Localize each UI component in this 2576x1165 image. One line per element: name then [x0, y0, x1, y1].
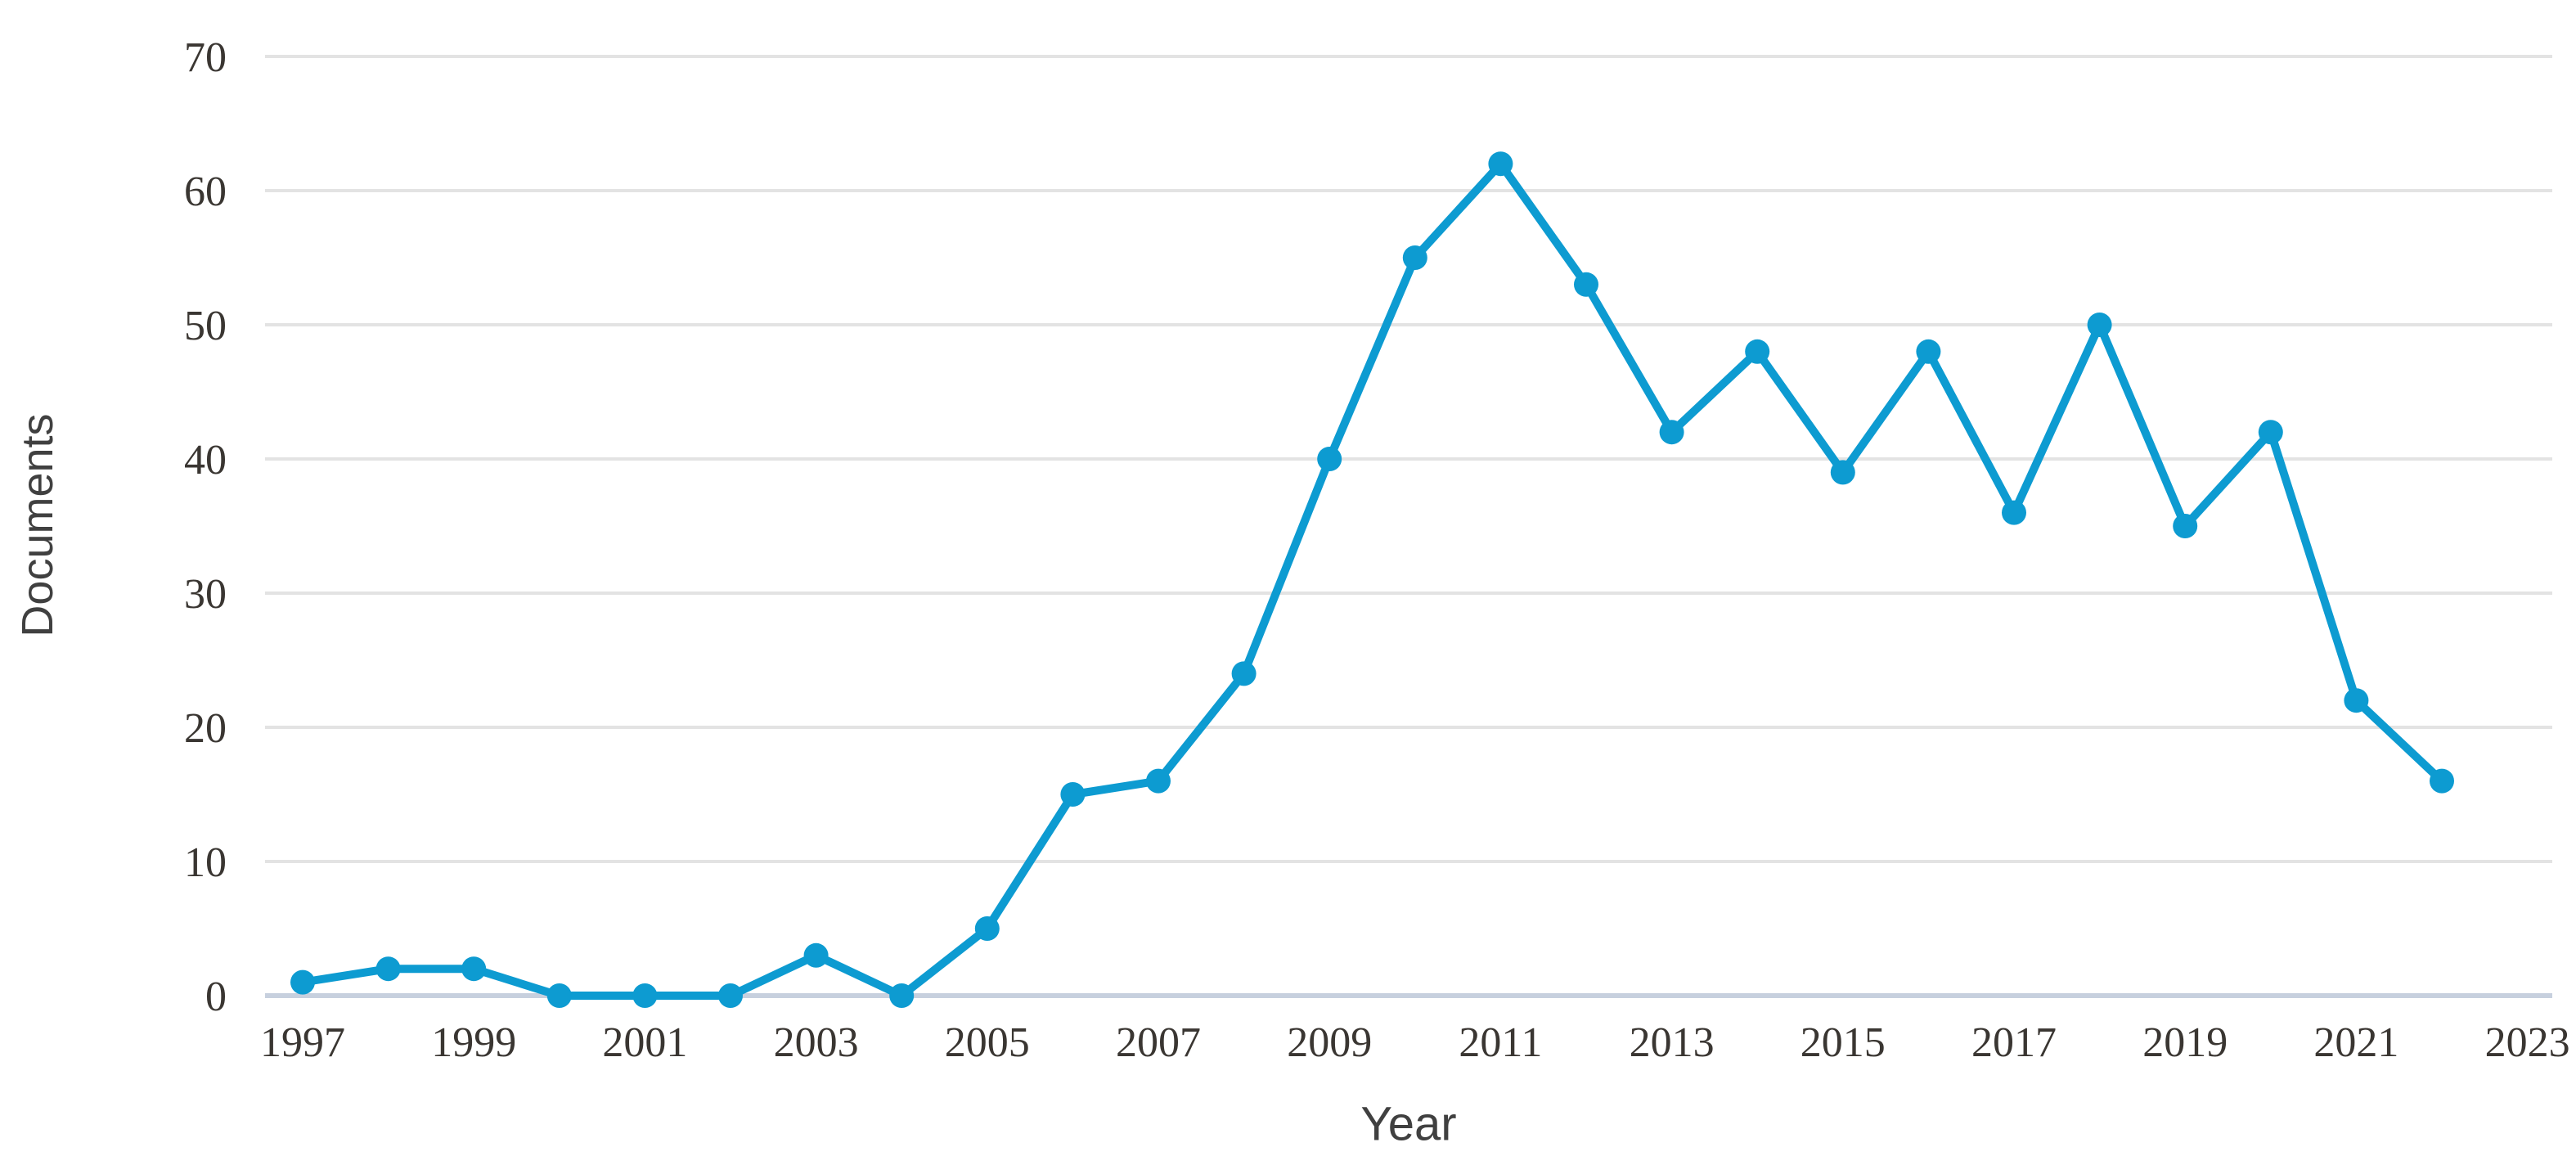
data-point-2000[interactable] [546, 983, 572, 1008]
data-point-1999[interactable] [461, 956, 487, 982]
y-tick-label-40: 40 [184, 437, 227, 484]
x-tick-label-2011: 2011 [1459, 1019, 1542, 1066]
data-point-2006[interactable] [1060, 782, 1086, 807]
data-point-2008[interactable] [1231, 661, 1257, 686]
data-point-2003[interactable] [803, 942, 829, 968]
y-axis-title: Documents [13, 413, 62, 637]
x-axis-title: Year [1360, 1097, 1457, 1151]
data-point-2017[interactable] [2002, 500, 2026, 525]
data-point-2022[interactable] [2430, 768, 2454, 794]
x-tick-label-2007: 2007 [1116, 1019, 1201, 1066]
x-tick-label-2019: 2019 [2142, 1019, 2228, 1066]
data-point-2019[interactable] [2173, 514, 2198, 538]
axis-tick-labels: 0 10 20 30 40 50 60 70 1997 1999 2001 2003 2005 2007 2… [184, 34, 2570, 1066]
x-tick-label-1999: 1999 [431, 1019, 516, 1066]
data-point-2004[interactable] [889, 983, 915, 1008]
y-tick-label-0: 0 [205, 974, 227, 1020]
data-point-2020[interactable] [2258, 420, 2283, 445]
x-tick-label-2001: 2001 [602, 1019, 687, 1066]
data-point-2002[interactable] [718, 983, 743, 1008]
x-tick-label-2003: 2003 [774, 1019, 859, 1066]
data-point-2016[interactable] [1916, 339, 1941, 364]
data-point-2011[interactable] [1488, 151, 1513, 177]
y-tick-label-70: 70 [184, 34, 227, 81]
data-point-1997[interactable] [290, 969, 315, 995]
data-point-2018[interactable] [2087, 313, 2112, 337]
x-tick-label-2015: 2015 [1801, 1019, 1886, 1066]
data-point-1998[interactable] [375, 956, 401, 982]
data-point-2015[interactable] [1830, 460, 1855, 485]
x-tick-label-2023: 2023 [2485, 1019, 2570, 1066]
data-point-2005[interactable] [974, 916, 1000, 941]
x-tick-label-2005: 2005 [945, 1019, 1030, 1066]
x-tick-label-2021: 2021 [2313, 1019, 2398, 1066]
data-point-2014[interactable] [1745, 339, 1770, 364]
data-point-2021[interactable] [2344, 688, 2369, 713]
y-tick-label-30: 30 [184, 571, 227, 618]
data-point-2012[interactable] [1574, 272, 1598, 297]
data-point-2010[interactable] [1402, 245, 1427, 270]
y-tick-label-20: 20 [184, 705, 227, 752]
x-tick-label-2017: 2017 [1971, 1019, 2057, 1066]
x-tick-label-2013: 2013 [1630, 1019, 1715, 1066]
series-line [299, 160, 2446, 1000]
data-point-2007[interactable] [1146, 768, 1171, 794]
data-point-2013[interactable] [1659, 420, 1684, 445]
gridlines [265, 55, 2552, 998]
y-tick-label-50: 50 [184, 303, 227, 349]
y-tick-label-10: 10 [184, 839, 227, 886]
x-tick-label-1997: 1997 [260, 1019, 345, 1066]
documents-series [290, 151, 2454, 1008]
y-tick-label-60: 60 [184, 169, 227, 215]
data-point-2001[interactable] [632, 983, 658, 1008]
data-point-2009[interactable] [1317, 447, 1342, 471]
x-tick-label-2009: 2009 [1287, 1019, 1372, 1066]
